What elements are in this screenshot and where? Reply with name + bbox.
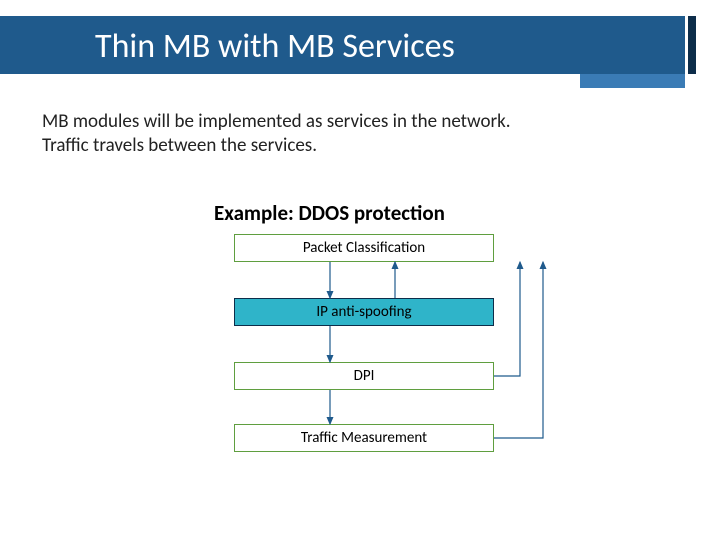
page-title: Thin MB with MB Services	[95, 26, 455, 67]
header-accent-strip	[580, 74, 685, 88]
example-heading: Example: DDOS protection	[214, 200, 445, 226]
flow-box-traffic-measurement: Traffic Measurement	[234, 424, 494, 452]
flow-box-dpi: DPI	[234, 362, 494, 390]
flow-box-ip-anti-spoofing: IP anti-spoofing	[234, 298, 494, 326]
slide-subtitle: MB modules will be implemented as servic…	[42, 110, 511, 158]
subtitle-line-2: Traffic travels between the services.	[42, 134, 511, 158]
subtitle-line-1: MB modules will be implemented as servic…	[42, 110, 511, 134]
flow-box-packet-classification: Packet Classification	[234, 234, 494, 262]
header-accent-edge	[688, 16, 696, 74]
